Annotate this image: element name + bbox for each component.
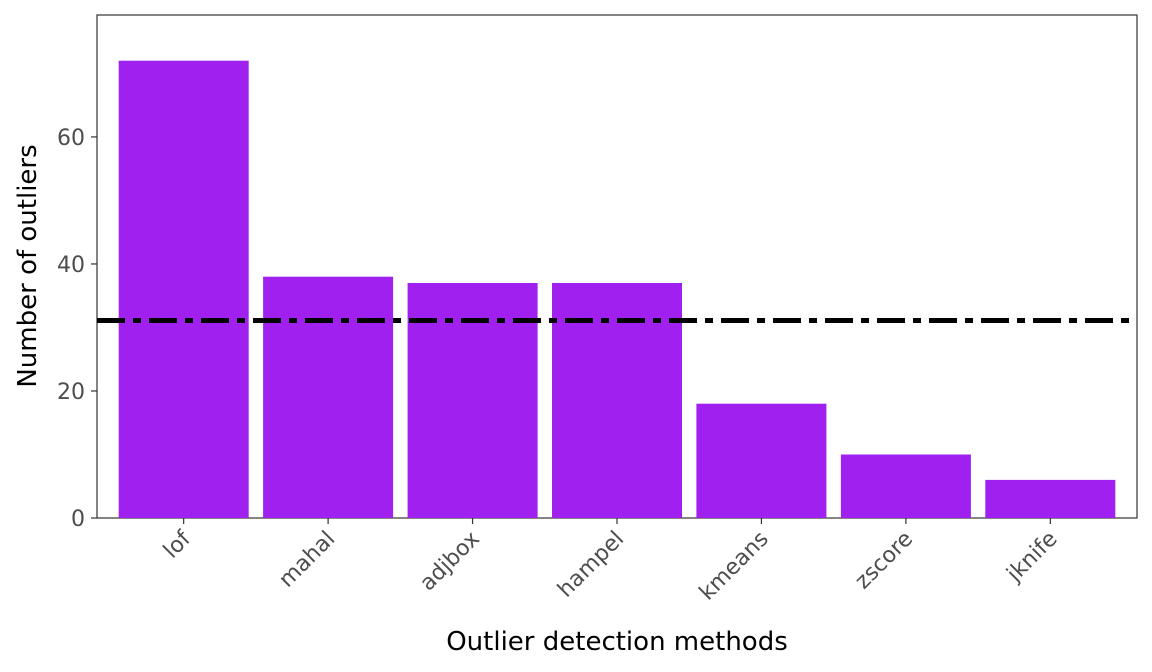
bar-jknife bbox=[985, 479, 1116, 518]
x-tick-label-adjbox: adjbox bbox=[415, 527, 485, 597]
x-tick-label-hampel: hampel bbox=[553, 527, 629, 603]
y-axis-title: Number of outliers bbox=[13, 144, 43, 387]
x-tick-label-zscore: zscore bbox=[850, 527, 918, 595]
bar-kmeans bbox=[696, 403, 827, 518]
y-tick-label-60: 60 bbox=[57, 126, 85, 151]
x-tick-label-lof: lof bbox=[159, 526, 197, 564]
x-axis-title: Outlier detection methods bbox=[446, 627, 788, 657]
x-axis: lof mahal adjbox hampel kmeans zscore jknife bbox=[159, 518, 1063, 605]
x-tick-label-jknife: jknife bbox=[1002, 527, 1063, 588]
y-tick-label-20: 20 bbox=[57, 380, 85, 405]
y-axis: 0 20 40 60 bbox=[57, 126, 97, 532]
x-tick-label-kmeans: kmeans bbox=[695, 527, 774, 606]
bar-lof bbox=[118, 60, 249, 518]
y-tick-label-40: 40 bbox=[57, 253, 85, 278]
bar-mahal bbox=[263, 276, 394, 518]
x-tick-label-mahal: mahal bbox=[274, 527, 340, 593]
y-tick-label-0: 0 bbox=[71, 507, 85, 532]
bar-zscore bbox=[840, 454, 971, 518]
